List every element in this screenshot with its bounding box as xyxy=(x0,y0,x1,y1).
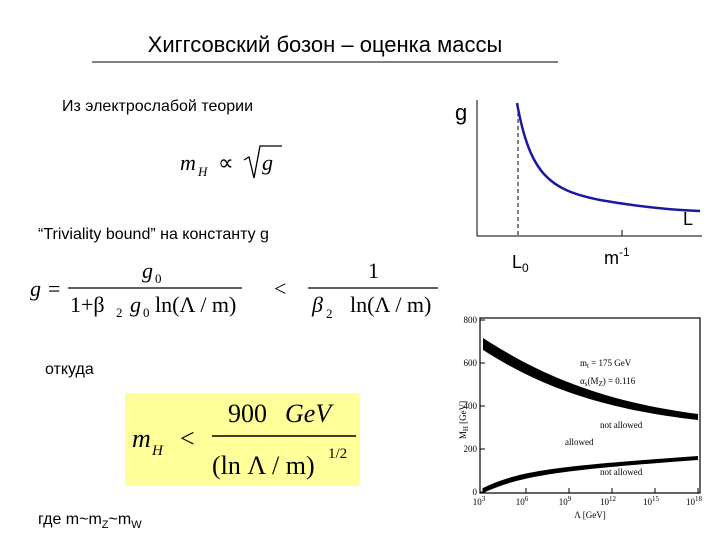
text: где m~mZ~mW xyxy=(38,511,142,531)
x-tick-label: 1018 xyxy=(686,495,703,507)
operator: < xyxy=(274,276,286,301)
symbol: g xyxy=(130,292,141,317)
subscript: Z xyxy=(102,519,109,531)
text: “Triviality bound” на константу g xyxy=(38,226,269,243)
subscript: H xyxy=(462,426,470,431)
x-tick-label: 1012 xyxy=(600,495,617,507)
text: Из электрослабой теории xyxy=(62,98,253,115)
label: где m~m xyxy=(38,511,102,528)
x-tick-label: 106 xyxy=(516,495,529,507)
superscript: 1/2 xyxy=(328,446,347,462)
operator: ∝ xyxy=(218,150,234,175)
base: 10 xyxy=(559,497,569,507)
symbol: 1+β xyxy=(70,292,105,317)
label: [GeV] xyxy=(458,401,468,426)
exponent: 15 xyxy=(652,495,660,503)
x-axis-label: Λ [GeV] xyxy=(574,510,606,520)
label: ) = 0.116 xyxy=(603,376,636,386)
label: ~m xyxy=(109,511,132,528)
region-label: not allowed xyxy=(600,467,643,477)
symbol: g xyxy=(262,150,273,175)
y-tick-label: 0 xyxy=(473,487,478,497)
plot-frame xyxy=(479,317,701,494)
exponent: 6 xyxy=(525,495,529,503)
subscript: 0 xyxy=(143,305,150,320)
axis-label: g xyxy=(455,100,467,125)
operator: = xyxy=(48,276,60,301)
subscript: 2 xyxy=(116,305,123,320)
tick-label: m-1 xyxy=(604,245,630,268)
y-tick-label: 400 xyxy=(464,401,478,411)
y-tick-label: 800 xyxy=(464,315,478,325)
operator: < xyxy=(180,424,195,453)
base: 10 xyxy=(686,497,696,507)
symbol: ln(Λ / m) xyxy=(350,292,431,317)
y-tick-label: 600 xyxy=(464,358,478,368)
symbol: m xyxy=(180,150,196,175)
symbol: ln(Λ / m) xyxy=(155,292,236,317)
marker-label: L0 xyxy=(512,252,529,275)
exponent: 3 xyxy=(482,495,486,503)
label: α xyxy=(580,376,585,386)
curve xyxy=(515,102,701,213)
base: 10 xyxy=(473,497,483,507)
symbol: GeV xyxy=(285,399,334,428)
y-axis-label: MH [GeV] xyxy=(458,401,470,439)
x-tick-label: 1015 xyxy=(643,495,660,507)
exponent: 18 xyxy=(695,495,703,503)
base: 10 xyxy=(516,497,526,507)
exponent: 12 xyxy=(609,495,617,503)
annotation: mt = 175 GeV xyxy=(580,358,632,370)
symbol: 900 xyxy=(228,399,267,428)
subscript: 2 xyxy=(326,306,333,321)
label: m xyxy=(580,358,587,368)
exponent: 9 xyxy=(568,495,572,503)
formula: m H < 900 GeV (ln Λ / m) 1/2 xyxy=(132,399,356,480)
y-tick-label: 200 xyxy=(464,444,478,454)
formula: m H ∝ g xyxy=(180,145,282,179)
lower-band xyxy=(483,456,698,493)
subscript: t xyxy=(587,362,589,370)
base: 10 xyxy=(600,497,610,507)
axis-label: L xyxy=(683,209,693,229)
x-tick-label: 103 xyxy=(473,495,486,507)
superscript: -1 xyxy=(619,245,630,259)
subscript: s xyxy=(585,380,588,388)
plot: mt = 175 GeV αs(MZ) = 0.116 not allowed … xyxy=(458,315,703,520)
region-label: allowed xyxy=(565,437,594,447)
highlight-box xyxy=(125,393,360,486)
text: откуда xyxy=(45,361,94,378)
subscript: H xyxy=(197,164,208,179)
symbol: g xyxy=(30,276,41,301)
symbol: m xyxy=(132,424,151,453)
subscript: 0 xyxy=(522,261,529,275)
x-tick-label: 109 xyxy=(559,495,572,507)
label: L xyxy=(512,252,522,272)
sqrt-sign xyxy=(243,145,282,179)
upper-band xyxy=(483,338,698,420)
subscript: H xyxy=(151,443,164,459)
base: 10 xyxy=(643,497,653,507)
subscript: Z xyxy=(598,380,602,388)
symbol: β xyxy=(311,292,323,317)
label: M xyxy=(458,431,468,439)
symbol: (ln Λ / m) xyxy=(212,451,315,480)
label: = 175 GeV xyxy=(589,358,632,368)
subscript: 0 xyxy=(155,271,162,286)
formula: g = g 0 1+β 2 g 0 ln(Λ / m) < 1 β 2 ln(Λ… xyxy=(30,258,438,321)
title: Хиггсовский бозон – оценка массы xyxy=(148,32,503,57)
label: m xyxy=(604,248,619,268)
symbol: g xyxy=(142,258,153,283)
label: (M xyxy=(587,376,598,386)
annotation: αs(MZ) = 0.116 xyxy=(580,376,636,388)
region-label: not allowed xyxy=(600,420,643,430)
subscript: W xyxy=(131,519,142,531)
symbol: 1 xyxy=(368,258,379,283)
